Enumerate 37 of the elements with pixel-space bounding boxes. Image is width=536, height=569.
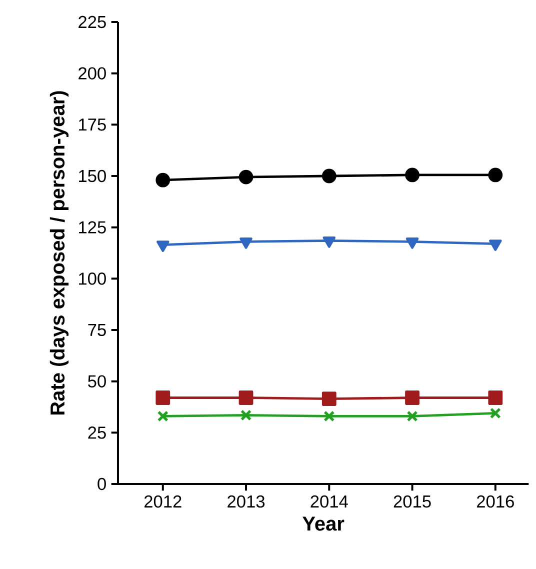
point	[488, 168, 503, 182]
x-tick-label: 2013	[228, 495, 265, 508]
y-tick-label: 50	[88, 375, 106, 388]
y-tick-label: 225	[78, 16, 106, 28]
point	[322, 168, 336, 184]
x-tick-label: 2016	[477, 495, 514, 508]
y-tick-label: 150	[79, 170, 106, 182]
point	[489, 240, 502, 251]
point	[490, 408, 501, 419]
y-tick-label: 125	[79, 221, 106, 234]
y-tick-label: 25	[88, 426, 106, 439]
point	[240, 238, 252, 249]
point	[240, 410, 252, 421]
x-tick-label: 2015	[394, 495, 431, 508]
y-tick-label: 75	[88, 324, 106, 336]
point	[238, 390, 254, 405]
point	[157, 410, 168, 422]
point	[156, 240, 170, 252]
point	[406, 238, 419, 249]
point	[488, 390, 503, 405]
x-tick-label: 2012	[144, 495, 182, 508]
point	[322, 392, 336, 406]
y-tick-label: 0	[98, 478, 106, 490]
point	[406, 410, 418, 422]
point	[238, 170, 254, 184]
point	[324, 410, 335, 422]
point	[405, 390, 420, 405]
point	[156, 172, 170, 188]
point	[405, 168, 420, 182]
point	[322, 236, 336, 248]
y-tick-label: 100	[79, 272, 106, 285]
x-tick-label: 2014	[310, 495, 348, 508]
y-tick-label: 175	[79, 118, 106, 131]
point	[156, 390, 170, 405]
x-axis-title: Year	[302, 516, 344, 531]
y-axis-title: Rate (days exposed / person-year)	[50, 91, 69, 414]
y-tick-label: 200	[78, 67, 106, 80]
